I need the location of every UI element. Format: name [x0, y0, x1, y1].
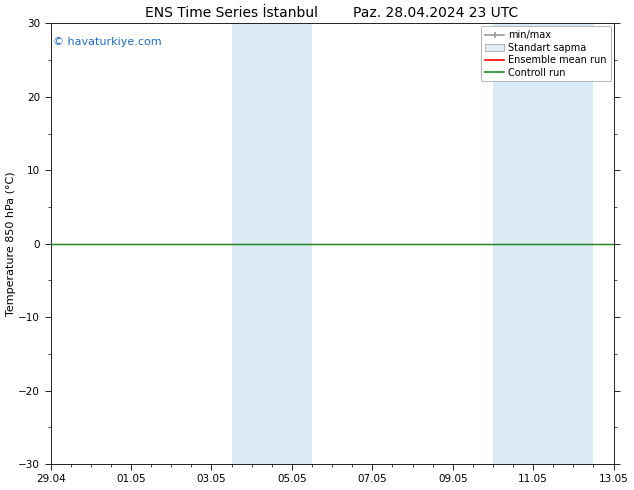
Title: ENS Time Series İstanbul        Paz. 28.04.2024 23 UTC: ENS Time Series İstanbul Paz. 28.04.2024…: [145, 5, 519, 20]
Bar: [231, 24, 312, 464]
Bar: [493, 24, 593, 464]
Legend: min/max, Standart sapma, Ensemble mean run, Controll run: min/max, Standart sapma, Ensemble mean r…: [481, 26, 611, 81]
Y-axis label: Temperature 850 hPa (°C): Temperature 850 hPa (°C): [6, 172, 16, 316]
Text: © havaturkiye.com: © havaturkiye.com: [53, 37, 162, 47]
